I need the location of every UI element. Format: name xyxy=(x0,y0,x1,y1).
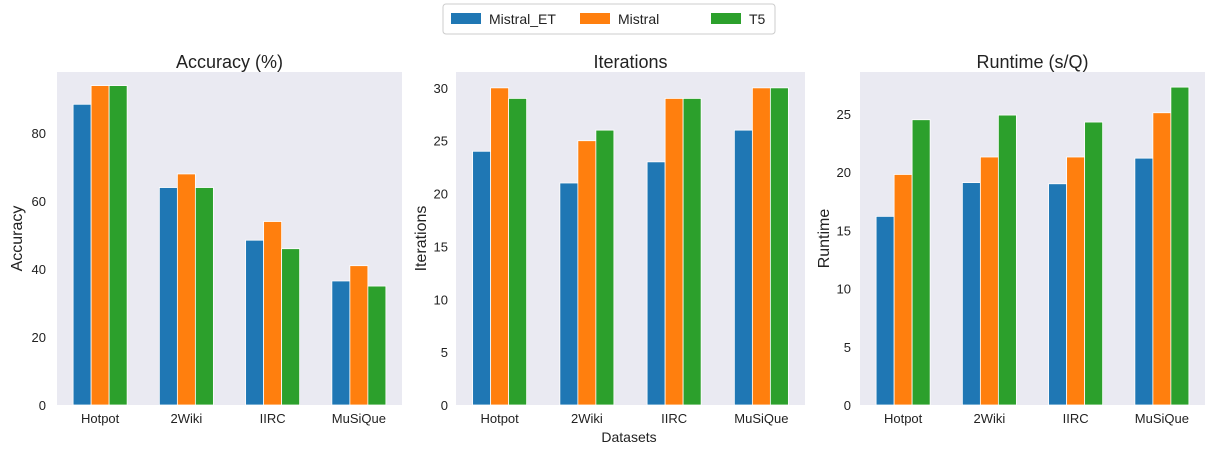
y-tick-label: 80 xyxy=(32,126,46,141)
x-tick-label: Hotpot xyxy=(81,411,120,426)
chart-panel-1: Iterations Iterations 0 5 10 15 20 25 30 Hotpot 2W… xyxy=(413,52,805,426)
x-tick-label: IIRC xyxy=(1063,411,1089,426)
legend-label-2: T5 xyxy=(749,11,766,27)
bar-mistral-2wiki xyxy=(979,156,999,406)
bar-mistral-musique xyxy=(1152,112,1172,406)
y-tick-label: 0 xyxy=(441,398,448,413)
bar-mistral-et-iirc xyxy=(646,161,666,406)
y-tick-label: 15 xyxy=(434,239,448,254)
bar-mistral-et-hotpot xyxy=(472,150,492,406)
y-tick-label: 15 xyxy=(837,223,851,238)
y-tick-label: 20 xyxy=(434,187,448,202)
y-tick-label: 0 xyxy=(844,398,851,413)
chart-panels: Accuracy (%) Accuracy 0 20 40 60 80 Hotpot 2Wiki… xyxy=(9,52,1205,426)
y-tick-label: 10 xyxy=(434,292,448,307)
bar-mistral-iirc xyxy=(1066,156,1086,406)
y-tick-label: 40 xyxy=(32,262,46,277)
x-tick-label: IIRC xyxy=(260,411,286,426)
x-tick-label: Hotpot xyxy=(884,411,923,426)
bar-mistral-et-2wiki xyxy=(961,182,981,406)
chart-panel-0: Accuracy (%) Accuracy 0 20 40 60 80 Hotpot 2Wiki… xyxy=(9,52,402,426)
chart-panel-2: Runtime (s/Q) Runtime 0 5 10 15 20 25 Hotpot 2Wik… xyxy=(816,52,1205,426)
bar-mistral-et-musique xyxy=(733,129,753,406)
bar-t5-iirc xyxy=(281,248,301,406)
x-tick-label: MuSiQue xyxy=(1135,411,1189,426)
bar-mistral-et-musique xyxy=(1134,157,1154,406)
bar-mistral-et-hotpot xyxy=(875,215,895,406)
y-tick-label: 20 xyxy=(837,165,851,180)
x-tick-label: IIRC xyxy=(661,411,687,426)
x-tick-label: 2Wiki xyxy=(571,411,603,426)
bar-mistral-et-hotpot xyxy=(72,103,92,406)
bar-mistral-et-iirc xyxy=(1048,183,1068,406)
y-tick-label: 20 xyxy=(32,330,46,345)
bar-mistral-hotpot xyxy=(893,174,913,406)
y-tick-label: 0 xyxy=(39,398,46,413)
bar-mistral-et-musique xyxy=(331,280,351,406)
bar-t5-musique xyxy=(1170,86,1190,406)
bar-mistral-musique xyxy=(349,265,369,406)
chart-title-0: Accuracy (%) xyxy=(176,52,283,72)
bar-mistral-iirc xyxy=(263,221,283,406)
bar-t5-musique xyxy=(769,87,789,406)
bar-mistral-et-2wiki xyxy=(559,182,579,406)
bar-mistral-iirc xyxy=(664,98,684,406)
bar-t5-2wiki xyxy=(595,129,615,406)
bar-t5-2wiki xyxy=(194,187,214,406)
legend-swatch-0 xyxy=(451,13,481,24)
x-tick-label: Hotpot xyxy=(480,411,519,426)
shared-x-axis-label: Datasets xyxy=(601,429,656,445)
bar-t5-2wiki xyxy=(997,114,1017,406)
x-tick-label: 2Wiki xyxy=(973,411,1005,426)
bar-t5-iirc xyxy=(682,98,702,406)
bar-mistral-et-iirc xyxy=(245,239,265,406)
y-tick-label: 30 xyxy=(434,81,448,96)
bar-mistral-2wiki xyxy=(176,173,196,406)
legend-label-1: Mistral xyxy=(618,11,659,27)
legend-label-0: Mistral_ET xyxy=(489,11,556,27)
y-axis-label-0: Accuracy xyxy=(9,206,26,272)
x-tick-label: 2Wiki xyxy=(170,411,202,426)
bar-mistral-et-2wiki xyxy=(158,187,178,406)
y-tick-label: 60 xyxy=(32,194,46,209)
chart-title-1: Iterations xyxy=(593,52,667,72)
y-axis-label-1: Iterations xyxy=(413,206,430,272)
bar-t5-musique xyxy=(367,285,387,406)
y-tick-label: 25 xyxy=(434,134,448,149)
chart-title-2: Runtime (s/Q) xyxy=(976,52,1088,72)
bar-mistral-2wiki xyxy=(577,140,597,406)
y-tick-label: 5 xyxy=(441,345,448,360)
x-tick-label: MuSiQue xyxy=(734,411,788,426)
bar-t5-hotpot xyxy=(508,98,528,406)
bar-t5-hotpot xyxy=(108,85,128,406)
y-tick-label: 5 xyxy=(844,340,851,355)
x-tick-label: MuSiQue xyxy=(332,411,386,426)
bar-mistral-hotpot xyxy=(90,85,110,406)
y-axis-label-2: Runtime xyxy=(816,209,833,269)
y-tick-label: 10 xyxy=(837,282,851,297)
legend-swatch-1 xyxy=(580,13,610,24)
legend: Mistral_ET Mistral T5 xyxy=(442,3,776,35)
y-tick-label: 25 xyxy=(837,107,851,122)
legend-swatch-2 xyxy=(711,13,741,24)
bar-mistral-hotpot xyxy=(490,87,510,406)
bar-t5-hotpot xyxy=(911,119,931,406)
bar-t5-iirc xyxy=(1084,121,1104,406)
bar-mistral-musique xyxy=(751,87,771,406)
